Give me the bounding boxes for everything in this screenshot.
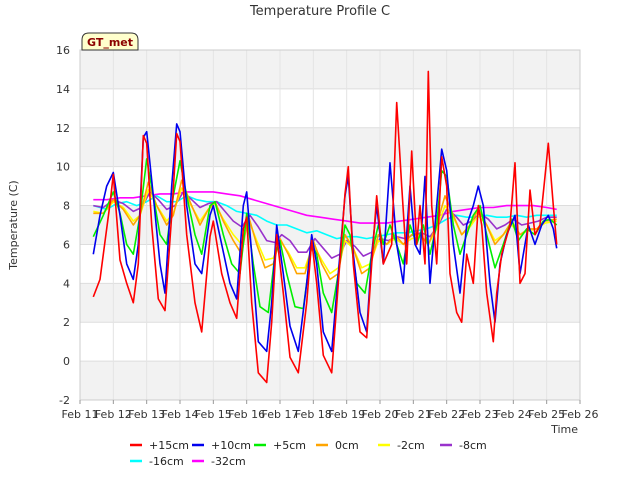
y-tick-label: 12 — [56, 122, 70, 135]
x-tick-label: Feb 23 — [462, 408, 499, 421]
y-axis-title: Temperature (C) — [7, 180, 20, 270]
x-tick-label: Feb 20 — [362, 408, 399, 421]
y-tick-label: 16 — [56, 44, 70, 57]
legend-item: +15cm — [130, 439, 189, 452]
x-tick-label: Feb 11 — [62, 408, 99, 421]
y-tick-label: 2 — [63, 316, 70, 329]
x-tick-label: Feb 14 — [162, 408, 199, 421]
legend-item: +5cm — [254, 439, 306, 452]
x-tick-label: Feb 22 — [428, 408, 465, 421]
x-tick-label: Feb 25 — [528, 408, 565, 421]
y-tick-label: -2 — [59, 394, 70, 407]
x-tick-label: Feb 15 — [195, 408, 232, 421]
legend-label: -2cm — [397, 439, 425, 452]
plot-area — [79, 49, 581, 401]
y-axis-ticks: -2 0 2 4 6 8 10 12 14 16 — [56, 44, 70, 407]
legend-item: 0cm — [316, 439, 359, 452]
legend-item: +10cm — [192, 439, 251, 452]
series-lines — [92, 70, 558, 384]
band-4 — [80, 205, 580, 245]
legend-item: -8cm — [440, 439, 487, 452]
band-6 — [80, 127, 580, 167]
legend-label: 0cm — [335, 439, 359, 452]
legend-item: -16cm — [130, 455, 184, 468]
legend-label: +5cm — [273, 439, 306, 452]
legend-label: -32cm — [211, 455, 246, 468]
legend-item: -32cm — [192, 455, 246, 468]
x-tick-label: Feb 12 — [95, 408, 132, 421]
x-tick-label: Feb 16 — [228, 408, 265, 421]
legend-label: -16cm — [149, 455, 184, 468]
x-tick-label: Feb 24 — [495, 408, 532, 421]
y-tick-label: 6 — [63, 238, 70, 251]
badge-label: GT_met — [87, 36, 133, 49]
x-tick-label: Feb 13 — [128, 408, 165, 421]
y-tick-label: 8 — [63, 200, 70, 213]
band-0 — [80, 361, 580, 400]
band-2 — [80, 283, 580, 323]
band-8 — [80, 50, 580, 89]
legend-label: +15cm — [149, 439, 189, 452]
x-tick-label: Feb 26 — [562, 408, 599, 421]
x-tick-label: Feb 18 — [295, 408, 332, 421]
series-line-0cm — [93, 179, 557, 281]
y-tick-label: 0 — [63, 355, 70, 368]
gt-met-badge: GT_met — [81, 32, 139, 51]
x-axis-title: Time — [550, 423, 578, 436]
legend-item: -2cm — [378, 439, 425, 452]
legend-label: +10cm — [211, 439, 251, 452]
x-tick-label: Feb 21 — [395, 408, 432, 421]
badge-box — [81, 32, 139, 51]
series-line-+10cm — [92, 123, 558, 353]
x-tick-label: Feb 17 — [262, 408, 299, 421]
y-tick-label: 4 — [63, 277, 70, 290]
x-tick-label: Feb 19 — [328, 408, 365, 421]
y-tick-label: 14 — [56, 83, 70, 96]
legend-label: -8cm — [459, 439, 487, 452]
series-line-+15cm — [92, 70, 558, 384]
y-tick-label: 10 — [56, 161, 70, 174]
chart-title: Temperature Profile C — [249, 4, 390, 19]
legend: +15cm +10cm +5cm 0cm -2cm -8cm -16cm -32cm — [130, 439, 487, 468]
